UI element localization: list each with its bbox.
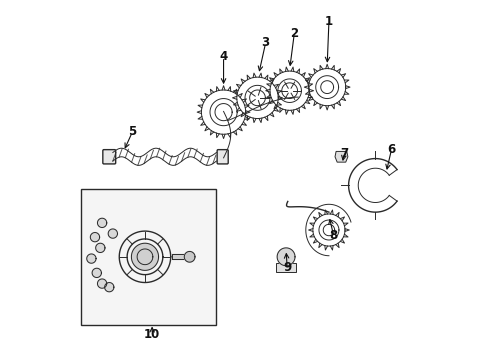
Text: 7: 7 [340,147,348,160]
FancyBboxPatch shape [276,263,296,272]
Polygon shape [92,268,101,278]
Text: 5: 5 [128,125,137,138]
Text: 8: 8 [329,229,338,242]
Polygon shape [108,229,118,238]
Polygon shape [96,243,105,252]
FancyBboxPatch shape [81,189,217,325]
Text: 4: 4 [220,50,228,63]
Polygon shape [131,243,159,270]
Text: 3: 3 [262,36,270,49]
Polygon shape [277,248,295,266]
Text: 6: 6 [387,143,395,156]
Polygon shape [172,254,188,259]
FancyBboxPatch shape [217,150,228,164]
Text: 2: 2 [290,27,298,40]
Text: 9: 9 [283,261,291,274]
Polygon shape [104,283,114,292]
Polygon shape [98,218,107,228]
Text: 1: 1 [325,14,333,27]
Polygon shape [98,279,107,288]
Polygon shape [87,254,96,263]
FancyBboxPatch shape [103,150,116,164]
Polygon shape [184,251,195,262]
Polygon shape [335,152,348,162]
Polygon shape [90,233,99,242]
Text: 10: 10 [144,328,160,341]
